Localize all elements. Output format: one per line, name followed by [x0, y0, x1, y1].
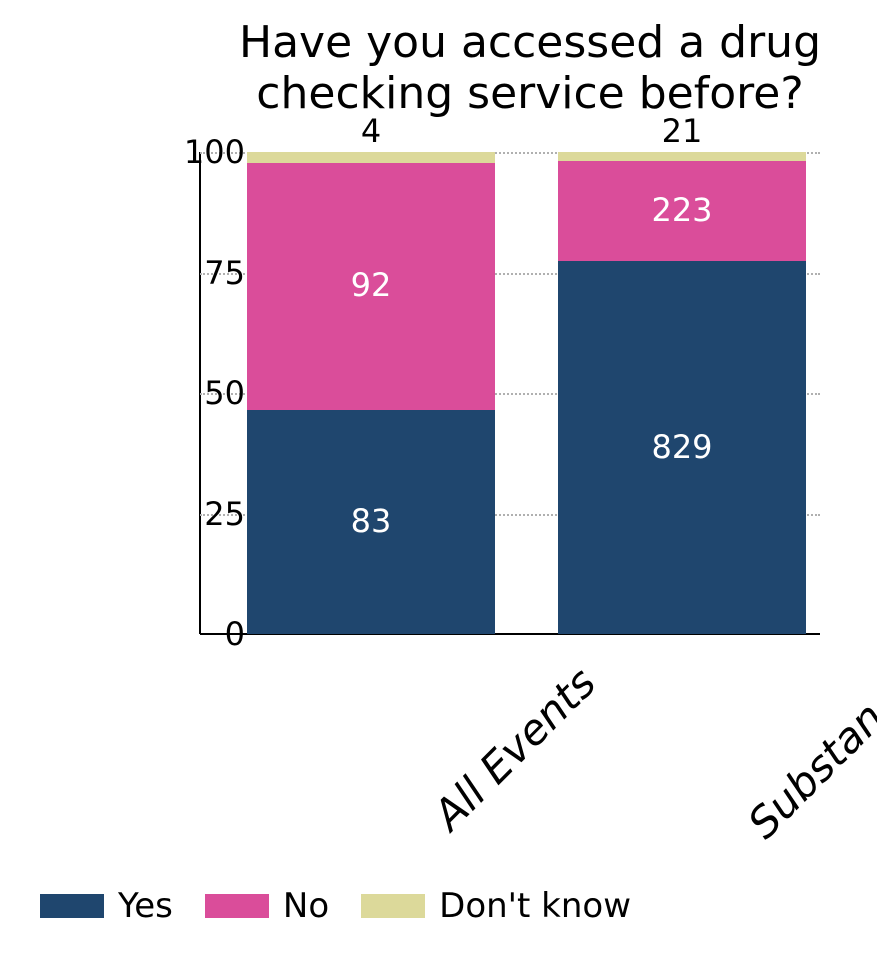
plot-area: 8392482922321: [200, 152, 820, 634]
legend: Yes No Don't know: [40, 886, 860, 926]
y-tick-label: 50: [165, 374, 245, 412]
title-line-2: checking service before?: [256, 68, 803, 119]
legend-swatch: [40, 894, 104, 918]
bar-segment-don-t-know: [558, 152, 806, 161]
legend-item: No: [205, 886, 329, 926]
y-tick-label: 75: [165, 254, 245, 292]
chart-container: Have you accessed a drug checking servic…: [0, 0, 877, 954]
bar-value-label: 21: [558, 112, 806, 150]
legend-label: Don't know: [439, 886, 631, 926]
legend-item: Yes: [40, 886, 173, 926]
bar-value-label: 4: [247, 112, 495, 150]
legend-label: Yes: [118, 886, 173, 926]
chart-title: Have you accessed a drug checking servic…: [200, 18, 860, 119]
legend-swatch: [205, 894, 269, 918]
legend-item: Don't know: [361, 886, 631, 926]
x-tick-label: All Events: [424, 658, 605, 839]
bar-group: 83924: [247, 152, 495, 634]
bar-segment-don-t-know: [247, 152, 495, 163]
bar-value-label: 223: [558, 191, 806, 229]
y-tick-label: 100: [165, 133, 245, 171]
bar-value-label: 829: [558, 428, 806, 466]
legend-swatch: [361, 894, 425, 918]
title-line-1: Have you accessed a drug: [239, 17, 821, 68]
bar-group: 82922321: [558, 152, 806, 634]
y-tick-label: 25: [165, 495, 245, 533]
y-tick-label: 0: [165, 615, 245, 653]
legend-label: No: [283, 886, 329, 926]
bar-value-label: 92: [247, 266, 495, 304]
x-tick-label: Substance: [738, 658, 877, 848]
bar-value-label: 83: [247, 502, 495, 540]
